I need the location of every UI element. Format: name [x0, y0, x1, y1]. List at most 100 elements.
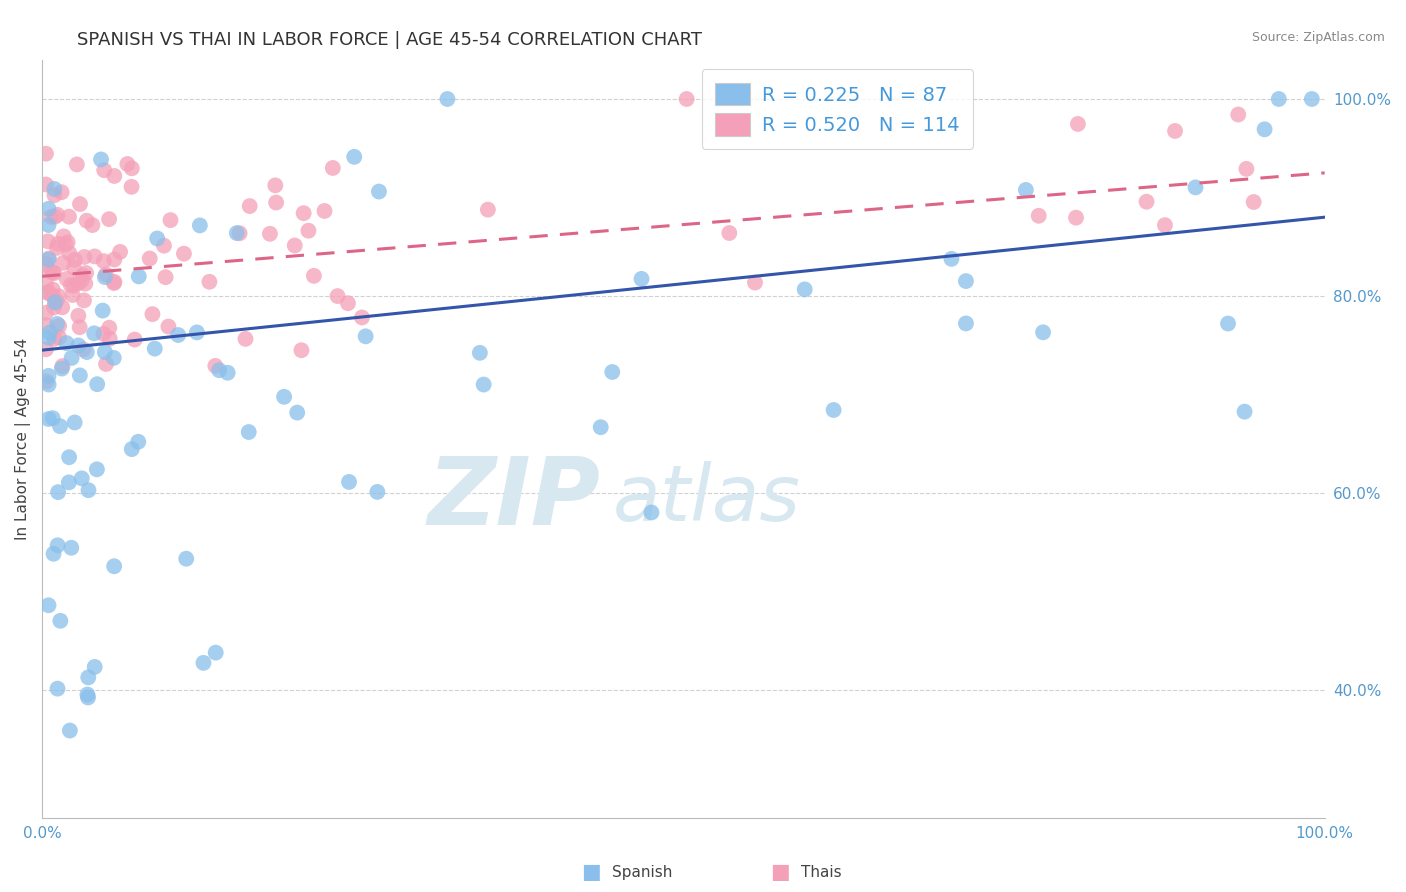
Point — [46, 681, 69, 696]
Point — [86, 462, 108, 476]
Text: Source: ZipAtlas.com: Source: ZipAtlas.com — [1251, 31, 1385, 45]
Point — [83, 660, 105, 674]
Point — [49, 614, 72, 628]
Point — [60, 541, 83, 555]
Point — [718, 226, 741, 240]
Point — [55, 237, 77, 252]
Point — [188, 219, 211, 233]
Point — [77, 670, 100, 684]
Point — [322, 161, 344, 175]
Point — [69, 320, 91, 334]
Point — [141, 307, 163, 321]
Y-axis label: In Labor Force | Age 45-54: In Labor Force | Age 45-54 — [15, 338, 31, 540]
Point — [46, 317, 69, 331]
Point — [35, 146, 58, 161]
Point — [284, 238, 307, 252]
Point — [76, 688, 98, 702]
Point — [44, 182, 66, 196]
Point — [42, 547, 65, 561]
Point — [155, 270, 177, 285]
Point — [343, 150, 366, 164]
Point — [93, 163, 115, 178]
Point — [75, 266, 97, 280]
Point — [472, 377, 495, 392]
Point — [82, 218, 104, 232]
Point — [94, 345, 117, 359]
Point — [41, 265, 63, 279]
Point — [70, 273, 93, 287]
Point — [38, 377, 60, 392]
Point — [292, 206, 315, 220]
Point — [46, 208, 69, 222]
Point — [121, 179, 143, 194]
Point — [157, 319, 180, 334]
Point — [208, 363, 231, 377]
Text: ■: ■ — [770, 863, 790, 882]
Point — [103, 351, 125, 365]
Point — [59, 723, 82, 738]
Point — [1253, 122, 1275, 136]
Point — [630, 272, 652, 286]
Point — [60, 351, 83, 365]
Point — [225, 226, 247, 240]
Point — [93, 326, 115, 341]
Point — [38, 368, 60, 383]
Point — [58, 246, 80, 260]
Point — [63, 260, 86, 275]
Point — [1268, 92, 1291, 106]
Point — [98, 212, 121, 227]
Point — [217, 366, 239, 380]
Point — [69, 368, 91, 383]
Point — [337, 475, 360, 489]
Point — [69, 197, 91, 211]
Point — [290, 343, 312, 358]
Point — [103, 559, 125, 574]
Point — [51, 185, 73, 199]
Point — [823, 403, 845, 417]
Point — [38, 331, 60, 345]
Point — [48, 318, 70, 333]
Point — [48, 330, 70, 344]
Point — [204, 359, 226, 373]
Text: ■: ■ — [581, 863, 600, 882]
Point — [128, 269, 150, 284]
Point — [350, 310, 373, 325]
Point — [45, 241, 67, 255]
Point — [1227, 107, 1250, 121]
Point — [173, 246, 195, 260]
Point — [90, 153, 112, 167]
Legend: R = 0.225   N = 87, R = 0.520   N = 114: R = 0.225 N = 87, R = 0.520 N = 114 — [702, 70, 973, 149]
Point — [326, 289, 349, 303]
Point — [76, 345, 98, 359]
Point — [238, 425, 260, 439]
Point — [46, 485, 69, 500]
Point — [86, 377, 108, 392]
Point — [42, 301, 65, 315]
Point — [1015, 183, 1038, 197]
Point — [73, 293, 96, 308]
Point — [103, 276, 125, 290]
Point — [198, 275, 221, 289]
Point — [51, 361, 73, 376]
Point — [83, 326, 105, 341]
Point — [38, 599, 60, 613]
Point — [44, 332, 66, 346]
Point — [35, 306, 58, 320]
Point — [77, 483, 100, 498]
Point — [45, 293, 67, 308]
Point — [174, 551, 197, 566]
Point — [1064, 211, 1087, 225]
Point — [297, 224, 319, 238]
Point — [58, 475, 80, 490]
Point — [66, 157, 89, 171]
Point — [37, 285, 59, 299]
Point — [336, 296, 359, 310]
Text: atlas: atlas — [613, 461, 801, 538]
Point — [39, 210, 62, 224]
Point — [1067, 117, 1090, 131]
Text: SPANISH VS THAI IN LABOR FORCE | AGE 45-54 CORRELATION CHART: SPANISH VS THAI IN LABOR FORCE | AGE 45-… — [77, 31, 703, 49]
Point — [44, 295, 66, 310]
Point — [600, 365, 623, 379]
Point — [235, 332, 257, 346]
Text: Thais: Thais — [801, 865, 842, 880]
